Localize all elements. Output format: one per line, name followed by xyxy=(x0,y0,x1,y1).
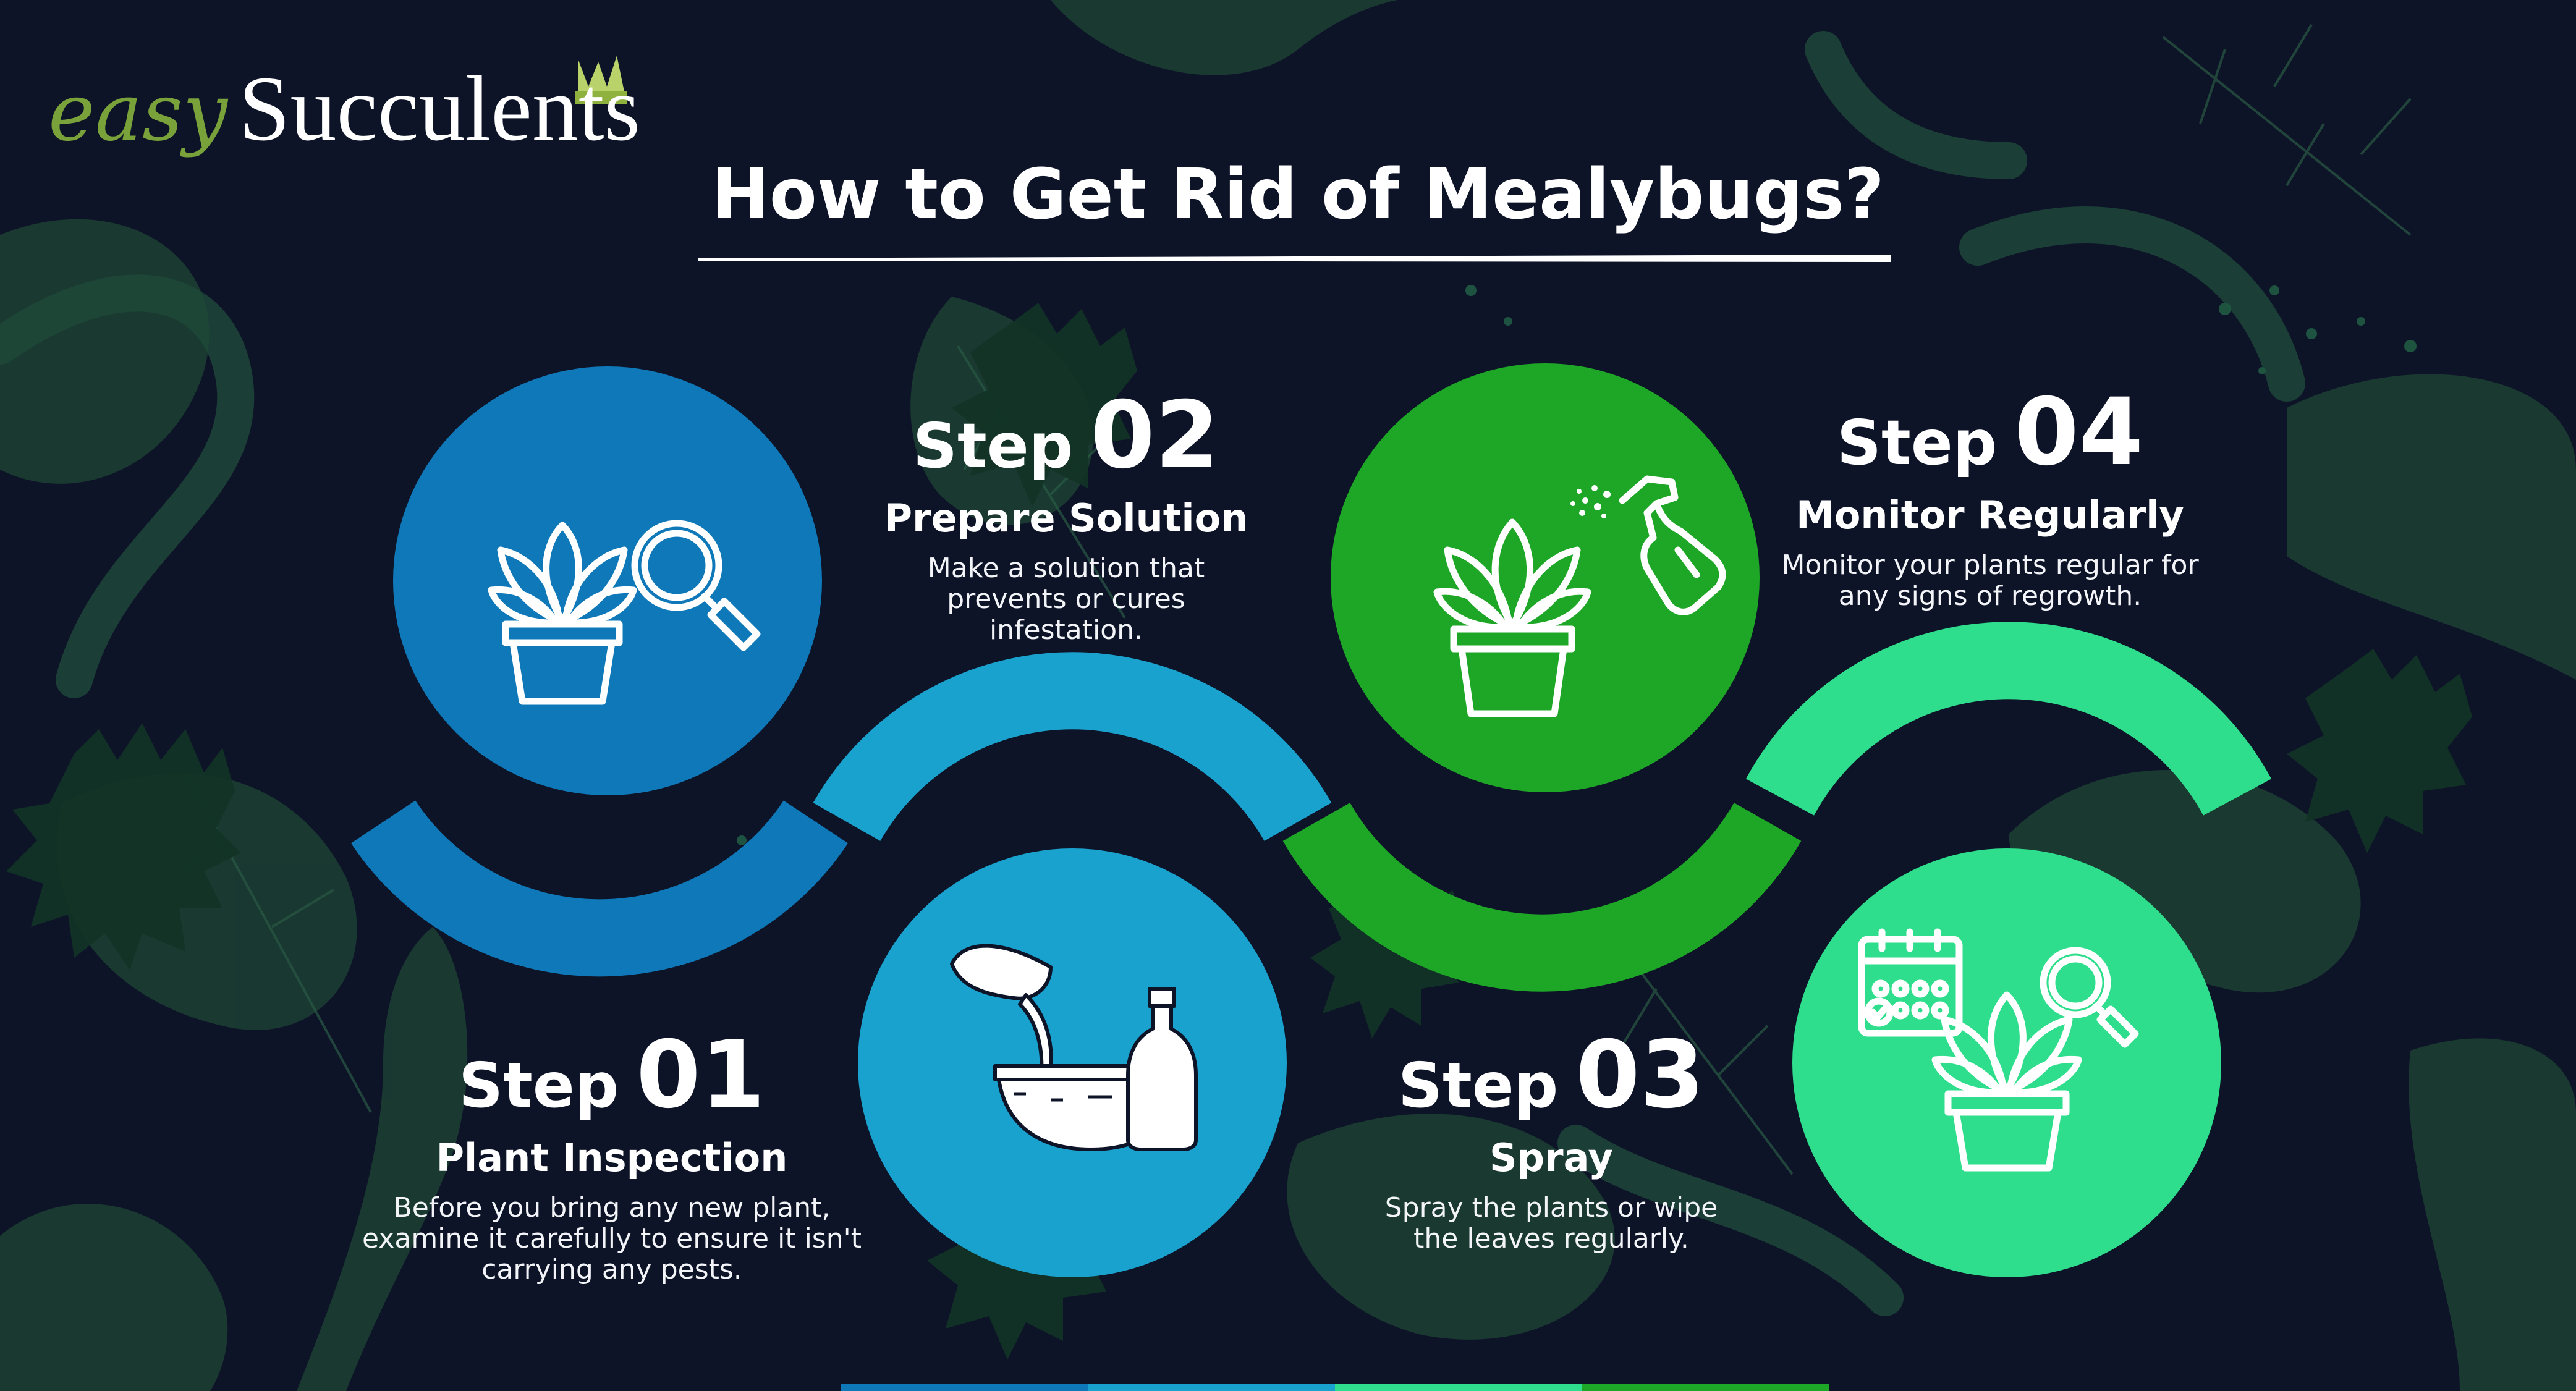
calendar-plant-magnifier-icon xyxy=(1858,928,2139,1172)
step-01-number: 01 xyxy=(636,1021,765,1129)
step-03-description: Spray the plants or wipe the leaves regu… xyxy=(1384,1192,1718,1254)
step-01-heading: Step 01 xyxy=(346,1029,878,1122)
step-04-name: Monitor Regularly xyxy=(1796,493,2184,538)
step-03-text: Step 03 Spray Spray the plants or wipe th… xyxy=(1335,1029,1768,1254)
step-03-number: 03 xyxy=(1575,1021,1705,1129)
page-title: How to Get Rid of Mealybugs? xyxy=(711,154,1884,235)
arc-step-04 xyxy=(1745,622,2272,816)
step-04-number: 04 xyxy=(2014,379,2143,486)
step-02-label: Step xyxy=(913,410,1074,482)
step-04-label: Step xyxy=(1837,407,1998,479)
circle-step-03 xyxy=(1331,363,1760,792)
step-03-heading: Step 03 xyxy=(1335,1029,1768,1122)
spray-mist-icon xyxy=(1570,485,1611,518)
arc-step-03 xyxy=(1282,802,1802,992)
circle-step-04 xyxy=(1792,848,2221,1277)
step-04-text: Step 04 Monitor Regularly Monitor your pl… xyxy=(1743,386,2237,612)
arc-step-01 xyxy=(350,800,849,977)
step-03-name: Spray xyxy=(1489,1135,1613,1180)
logo-crown-icon xyxy=(575,56,627,104)
logo-prefix: easy xyxy=(48,67,228,159)
step-02-number: 02 xyxy=(1090,382,1219,489)
step-03-label: Step xyxy=(1398,1049,1559,1122)
arc-step-02 xyxy=(813,652,1332,842)
step-04-description: Monitor your plants regular for any sign… xyxy=(1781,549,2199,612)
bowl-soap-bottle-icon xyxy=(950,944,1198,1151)
step-02-text: Step 02 Prepare Solution Make a solution … xyxy=(803,389,1329,646)
step-04-heading: Step 04 xyxy=(1743,386,2237,479)
step-01-description: Before you bring any new plant, examine … xyxy=(362,1192,862,1285)
logo-name: Succulents xyxy=(239,57,640,160)
step-02-name: Prepare Solution xyxy=(884,496,1248,541)
step-01-text: Step 01 Plant Inspection Before you bring… xyxy=(346,1029,878,1285)
step-01-name: Plant Inspection xyxy=(436,1135,788,1180)
step-02-description: Make a solution that prevents or cures i… xyxy=(927,552,1205,646)
plant-magnifier-icon xyxy=(488,520,761,705)
step-01-label: Step xyxy=(459,1049,619,1122)
step-02-heading: Step 02 xyxy=(803,389,1329,482)
circle-step-02 xyxy=(858,848,1287,1277)
plant-spray-bottle-icon xyxy=(1433,475,1726,717)
brand-logo: easy Succulents xyxy=(48,56,640,179)
bottom-color-bar xyxy=(841,1384,1829,1391)
circle-step-01 xyxy=(393,366,822,795)
